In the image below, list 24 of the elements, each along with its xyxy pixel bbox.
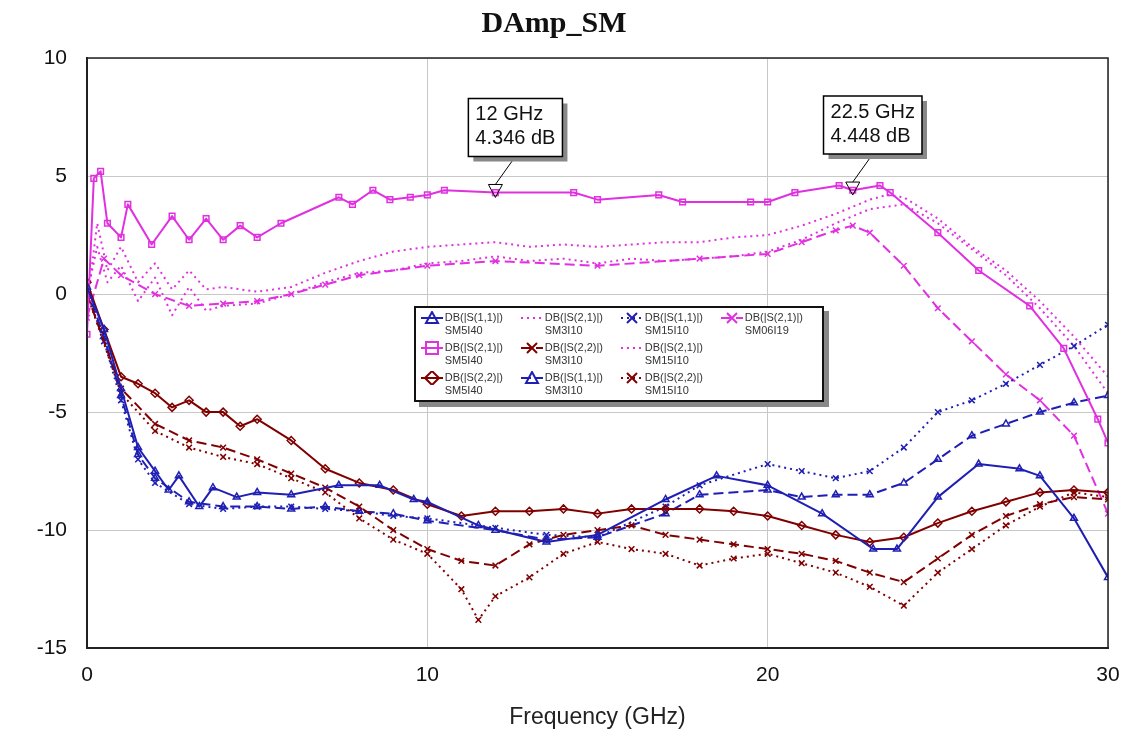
legend-label: DB(|S(2,1)|) SM15I10 (644, 340, 704, 367)
x-tick-label: 30 (1096, 661, 1120, 685)
legend-label: DB(|S(2,2)|) SM3I10 (544, 340, 604, 367)
legend-label: DB(|S(2,1)|) SM06I19 (744, 310, 804, 337)
x-tick-label: 20 (755, 661, 780, 685)
legend-label: DB(|S(1,1)|) SM3I10 (544, 370, 604, 397)
y-tick-label: -10 (36, 516, 67, 540)
x-axis-title: Frequency (GHz) (509, 702, 686, 729)
y-tick-label: -5 (48, 398, 67, 422)
annotation: 12 GHz 4.346 dB (475, 102, 556, 148)
y-tick-label: 0 (55, 280, 67, 304)
legend-label: DB(|S(2,1)|) SM5I40 (444, 340, 504, 367)
y-tick-label: 10 (43, 44, 67, 68)
chart-title: DAmp_SM (481, 4, 627, 38)
legend-label: DB(|S(2,1)|) SM3I10 (544, 310, 604, 337)
x-tick-label: 10 (415, 661, 440, 685)
legend-label: DB(|S(2,2)|) SM5I40 (444, 370, 504, 397)
x-tick-label: 0 (81, 661, 93, 685)
y-tick-label: 5 (55, 162, 67, 186)
annotation: 22.5 GHz 4.448 dB (830, 99, 915, 146)
y-tick-label: -15 (36, 635, 67, 658)
legend-label: DB(|S(1,1)|) SM15I10 (644, 310, 704, 337)
legend-label: DB(|S(2,2)|) SM15I10 (644, 370, 704, 397)
legend-label: DB(|S(1,1)|) SM5I40 (444, 310, 504, 337)
